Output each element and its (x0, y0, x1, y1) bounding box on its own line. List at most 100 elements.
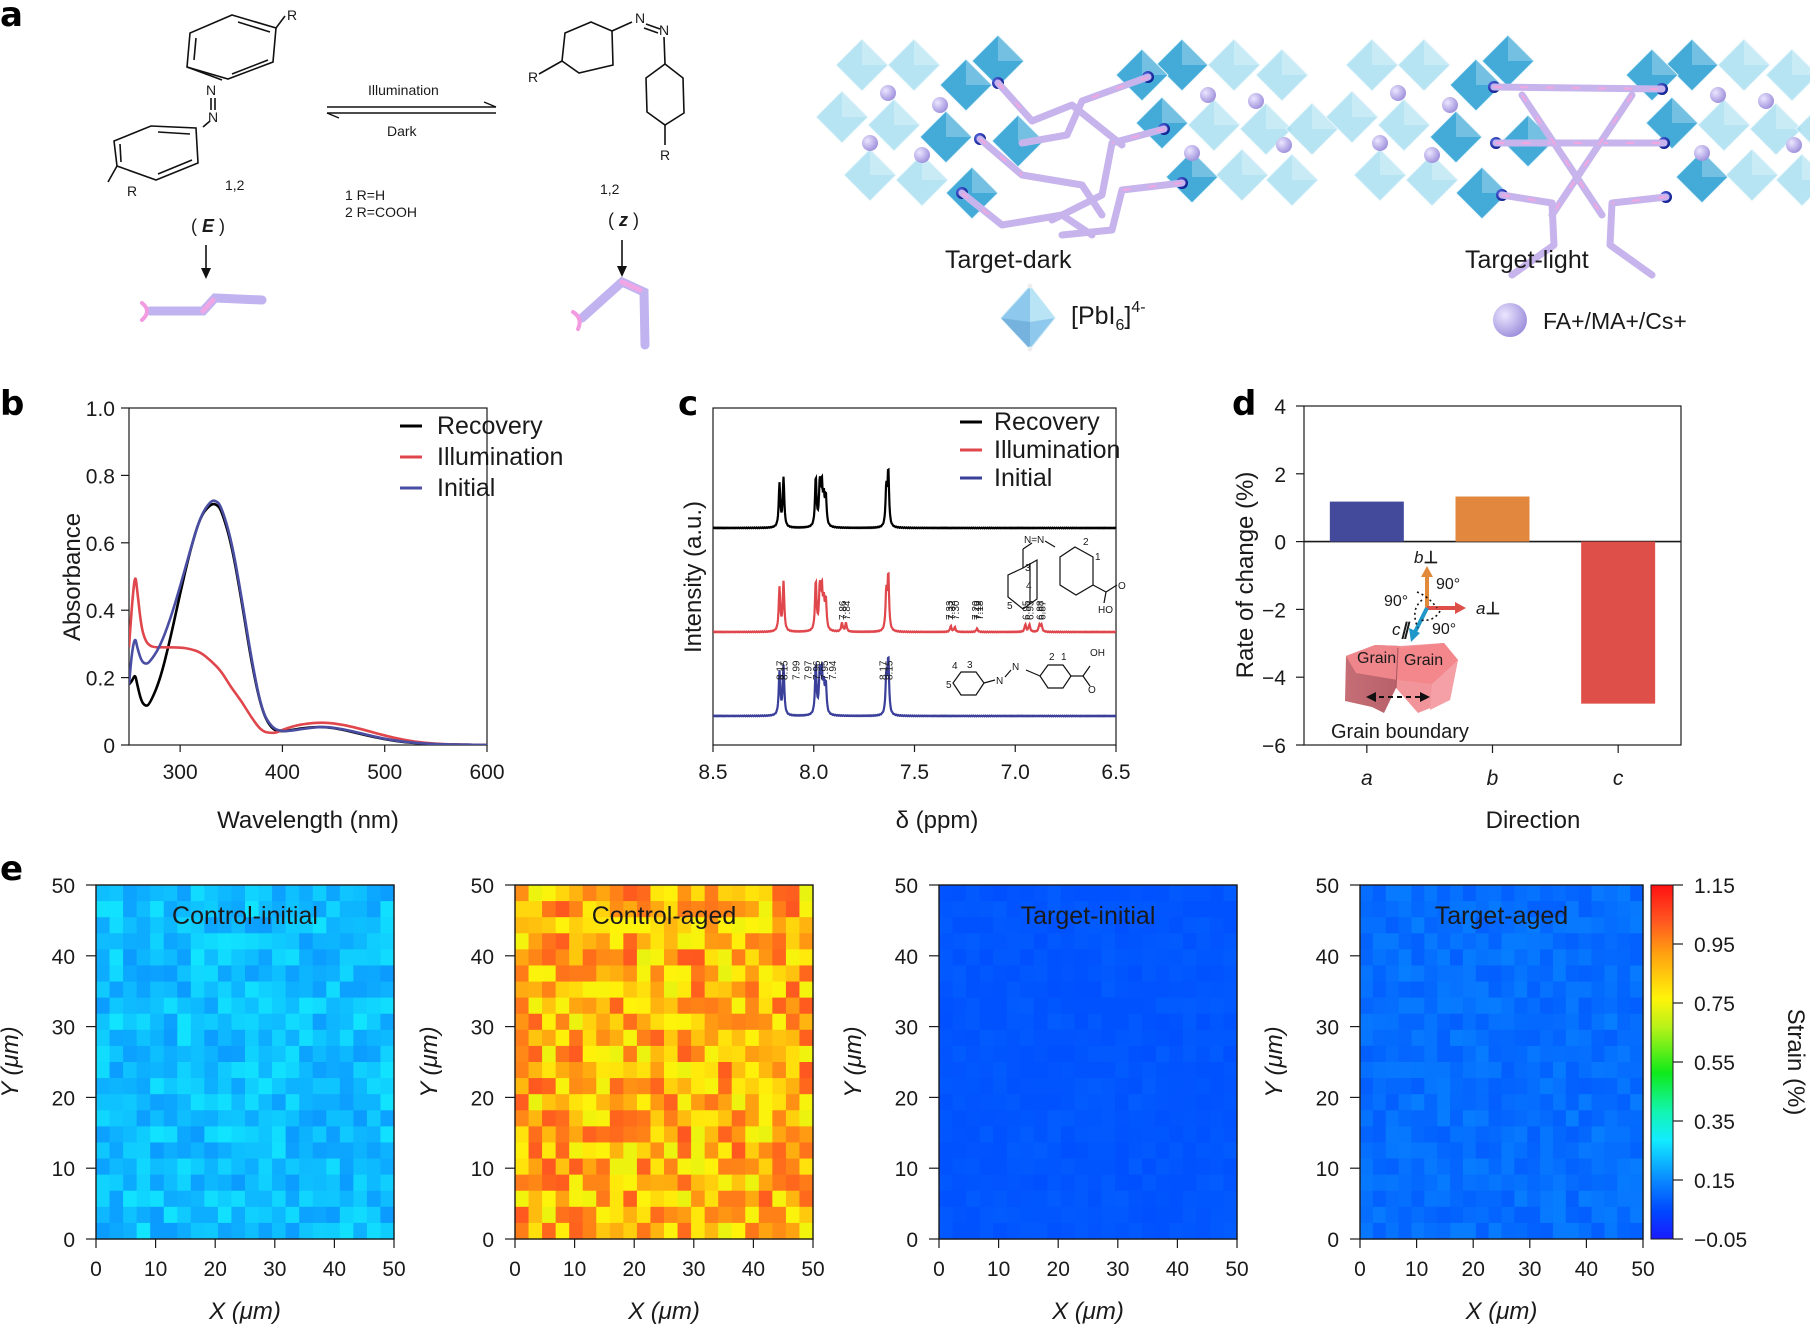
strain-cell (353, 1190, 368, 1208)
legend-label-c-illumination: Illumination (994, 436, 1120, 464)
strain-cell (1385, 1174, 1400, 1192)
strain-cell (299, 1142, 314, 1160)
y-tick-label-e: 40 (52, 946, 75, 969)
strain-cell (1604, 1110, 1618, 1127)
strain-cell (664, 1142, 679, 1160)
strain-cell (96, 1190, 111, 1208)
strain-cell (136, 1045, 151, 1063)
strain-cell (650, 1110, 665, 1127)
strain-cell (150, 885, 165, 902)
strain-cell (163, 1222, 178, 1240)
strain-cell (177, 1062, 192, 1079)
strain-cell (1630, 901, 1644, 918)
strain-cell (1450, 965, 1464, 983)
strain-cell (177, 1110, 192, 1127)
strain-cell (1142, 1174, 1157, 1192)
strain-cell (96, 981, 111, 999)
strain-cell (1501, 1206, 1515, 1224)
panel-d: d 420−2−4−6a b c Direction Rate of change … (1232, 384, 1682, 834)
strain-cell (569, 965, 584, 983)
strain-cell (1501, 1142, 1515, 1160)
strain-cell (380, 1222, 395, 1240)
strain-cell (1033, 1158, 1048, 1176)
strain-cell (190, 1110, 205, 1127)
strain-cell (190, 965, 205, 983)
strain-cell (272, 997, 287, 1015)
strain-cell (366, 1110, 382, 1127)
strain-cell (664, 1110, 679, 1127)
strain-cell (1155, 885, 1170, 902)
strain-cell (204, 1029, 219, 1047)
strain-cell (582, 1029, 597, 1047)
strain-cell (704, 981, 719, 999)
arrow-down-icon (201, 245, 211, 279)
strain-cell (1182, 997, 1197, 1015)
strain-cell (1411, 1062, 1425, 1079)
strain-cell (177, 917, 192, 934)
strain-cell (1155, 997, 1170, 1015)
strain-cell (569, 949, 584, 967)
strain-cell (1398, 885, 1413, 902)
strain-cell (623, 1206, 638, 1224)
strain-cell (979, 997, 994, 1015)
strain-cell (1424, 1078, 1438, 1095)
strain-cell (177, 949, 192, 967)
strain-cell (326, 1142, 341, 1160)
strain-cell (1424, 1158, 1438, 1176)
octahedron-facet (972, 167, 998, 193)
strain-cell (96, 933, 111, 950)
y-tick-label-e: 40 (471, 946, 494, 969)
pbi6-octahedron (1255, 48, 1309, 102)
strain-cell (204, 885, 219, 902)
strain-cell (1372, 1094, 1387, 1111)
strain-cell (677, 1062, 692, 1079)
strain-cell (939, 1078, 954, 1095)
strain-cell (1360, 1013, 1374, 1031)
strain-cell (1360, 1126, 1374, 1144)
strain-cell (1488, 997, 1503, 1015)
strain-cell (217, 1158, 233, 1176)
strain-cell (1591, 1078, 1606, 1095)
strain-cell (966, 1029, 981, 1047)
strain-cell (609, 1045, 624, 1063)
strain-cell (1060, 1013, 1076, 1031)
strain-cell (1169, 1110, 1184, 1127)
strain-cell (217, 1126, 233, 1144)
strain-cell (1372, 1190, 1387, 1208)
strain-cell (1424, 1013, 1438, 1031)
strain-cell (1372, 933, 1387, 950)
strain-cell (1209, 1045, 1225, 1063)
inset-number-3: 3 (1025, 563, 1031, 574)
strain-cell (979, 965, 994, 983)
strain-cell (1411, 1126, 1425, 1144)
strain-cell (650, 885, 665, 902)
strain-cell (1074, 901, 1089, 918)
y-tick-label-e: 10 (895, 1158, 918, 1181)
strain-cell (677, 949, 692, 967)
strain-cell (366, 965, 382, 983)
strain-cell (952, 1190, 967, 1208)
strain-cell (1475, 1174, 1490, 1192)
strain-cell (1578, 885, 1593, 902)
strain-cell (1437, 1206, 1451, 1224)
benzene-ring-bottom (113, 125, 199, 181)
strain-cell (596, 949, 611, 967)
strain-cell (1565, 1126, 1580, 1144)
strain-cell (1578, 901, 1593, 918)
octahedron-facet (1234, 39, 1260, 65)
strain-cell (150, 901, 165, 918)
strain-cell (718, 885, 733, 902)
strain-cell (1033, 1206, 1048, 1224)
strain-cell (1128, 1062, 1143, 1079)
strain-cell (1475, 1222, 1490, 1240)
strain-cell (745, 1062, 760, 1079)
strain-cell (1552, 949, 1567, 967)
strain-cell (1115, 917, 1130, 934)
octahedron-facet (1380, 149, 1406, 175)
strain-cell (245, 1110, 260, 1127)
strain-cell (1488, 1126, 1503, 1144)
strain-cell (1617, 1110, 1631, 1127)
strain-cell (542, 1158, 557, 1176)
strain-cell (177, 933, 192, 950)
strain-cell (1142, 1158, 1157, 1176)
